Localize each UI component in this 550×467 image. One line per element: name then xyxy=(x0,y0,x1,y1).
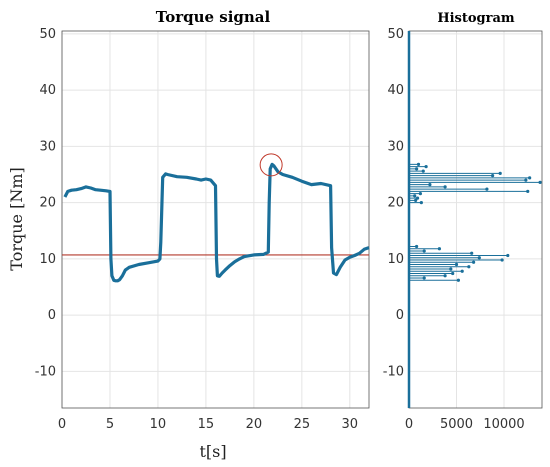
signal-x-tick-label: 0 xyxy=(58,417,66,432)
histogram-bar-tip xyxy=(414,198,418,202)
histogram-y-tick-label: 50 xyxy=(387,27,404,42)
histogram-bar-tip xyxy=(419,201,423,205)
histogram-bar-tip xyxy=(421,169,425,173)
histogram-bar-tip xyxy=(422,276,426,280)
histogram-bar-tip xyxy=(437,247,441,251)
histogram-y-ticks: -10 0 10 20 30 40 50 xyxy=(383,27,404,380)
histogram-grid xyxy=(408,31,542,408)
histogram-y-tick-label: 20 xyxy=(387,196,404,211)
histogram-bar-tip xyxy=(500,258,504,262)
histogram-plot-area xyxy=(408,30,543,409)
histogram-bar-tip xyxy=(491,174,495,178)
signal-y-tick-label: 0 xyxy=(48,308,56,323)
histogram-title: Histogram xyxy=(437,11,515,26)
signal-x-axis-label: t[s] xyxy=(199,442,226,461)
signal-x-tick-label: 25 xyxy=(294,417,311,432)
histogram-y-tick-label: 10 xyxy=(387,252,404,267)
signal-y-tick-label: 10 xyxy=(39,252,56,267)
histogram-y-tick-label: 40 xyxy=(387,83,404,98)
signal-y-tick-label: 30 xyxy=(39,139,56,154)
histogram-bar-tip xyxy=(415,244,419,249)
histogram-bar-tip xyxy=(498,171,502,175)
histogram-bar-tip xyxy=(477,256,481,260)
histogram-bar-tip xyxy=(472,260,476,264)
histogram-bar-tip xyxy=(449,267,453,271)
signal-y-tick-label: 50 xyxy=(39,27,56,42)
signal-y-tick-label: -10 xyxy=(35,364,56,379)
histogram-y-tick-label: 30 xyxy=(387,139,404,154)
histogram-bar-tip xyxy=(415,167,419,171)
histogram-bar-tip xyxy=(460,269,464,273)
histogram-bar-tip xyxy=(415,196,420,200)
histogram-bar-tip xyxy=(418,192,422,196)
signal-x-tick-label: 20 xyxy=(246,417,263,432)
histogram-bar-tip xyxy=(467,265,471,269)
histogram-bar-tip xyxy=(413,194,417,198)
peak-annotation-circle xyxy=(259,153,283,177)
signal-y-ticks: -10 0 10 20 30 40 50 xyxy=(35,27,56,380)
signal-grid xyxy=(61,31,369,408)
signal-chart-title: Torque signal xyxy=(156,8,271,26)
histogram-y-tick-label: -10 xyxy=(383,364,404,379)
histogram-bar-tip xyxy=(538,180,542,184)
histogram-bars xyxy=(409,162,542,282)
histogram-bar-tip xyxy=(456,278,460,282)
histogram-bar-tip xyxy=(485,187,489,191)
histogram-bar-tip xyxy=(526,189,530,193)
histogram-bar-tip xyxy=(454,262,459,267)
histogram-bar-tip xyxy=(443,185,447,189)
signal-x-ticks: 0 5 10 15 20 25 30 xyxy=(58,417,358,432)
histogram-bar-tip xyxy=(470,251,474,255)
histogram-bar-tip xyxy=(451,271,455,276)
histogram-bar-tip xyxy=(424,165,428,169)
histogram-x-tick-label: 0 xyxy=(405,417,413,432)
histogram-x-tick-label: 10000 xyxy=(483,417,524,432)
signal-y-tick-label: 40 xyxy=(39,83,56,98)
histogram-bar-tip xyxy=(528,176,532,180)
signal-x-tick-label: 5 xyxy=(106,417,114,432)
signal-x-tick-label: 30 xyxy=(342,417,359,432)
signal-x-tick-label: 10 xyxy=(150,417,167,432)
histogram-bar-tip xyxy=(416,162,421,166)
signal-plot-area xyxy=(61,30,370,409)
torque-series-line xyxy=(63,162,370,283)
signal-y-axis-label: Torque [Nm] xyxy=(7,167,26,270)
histogram-y-tick-label: 0 xyxy=(396,308,404,323)
signal-y-tick-label: 20 xyxy=(39,196,56,211)
histogram-bar-tip xyxy=(428,183,432,187)
histogram-x-ticks: 0 5000 10000 xyxy=(405,417,525,432)
histogram-bar-tip xyxy=(506,253,510,258)
histogram-x-tick-label: 5000 xyxy=(440,417,473,432)
histogram-bar-tip xyxy=(524,178,528,182)
signal-x-tick-label: 15 xyxy=(198,417,215,432)
histogram-bar-tip xyxy=(422,249,426,253)
histogram-bar-tip xyxy=(443,274,447,278)
